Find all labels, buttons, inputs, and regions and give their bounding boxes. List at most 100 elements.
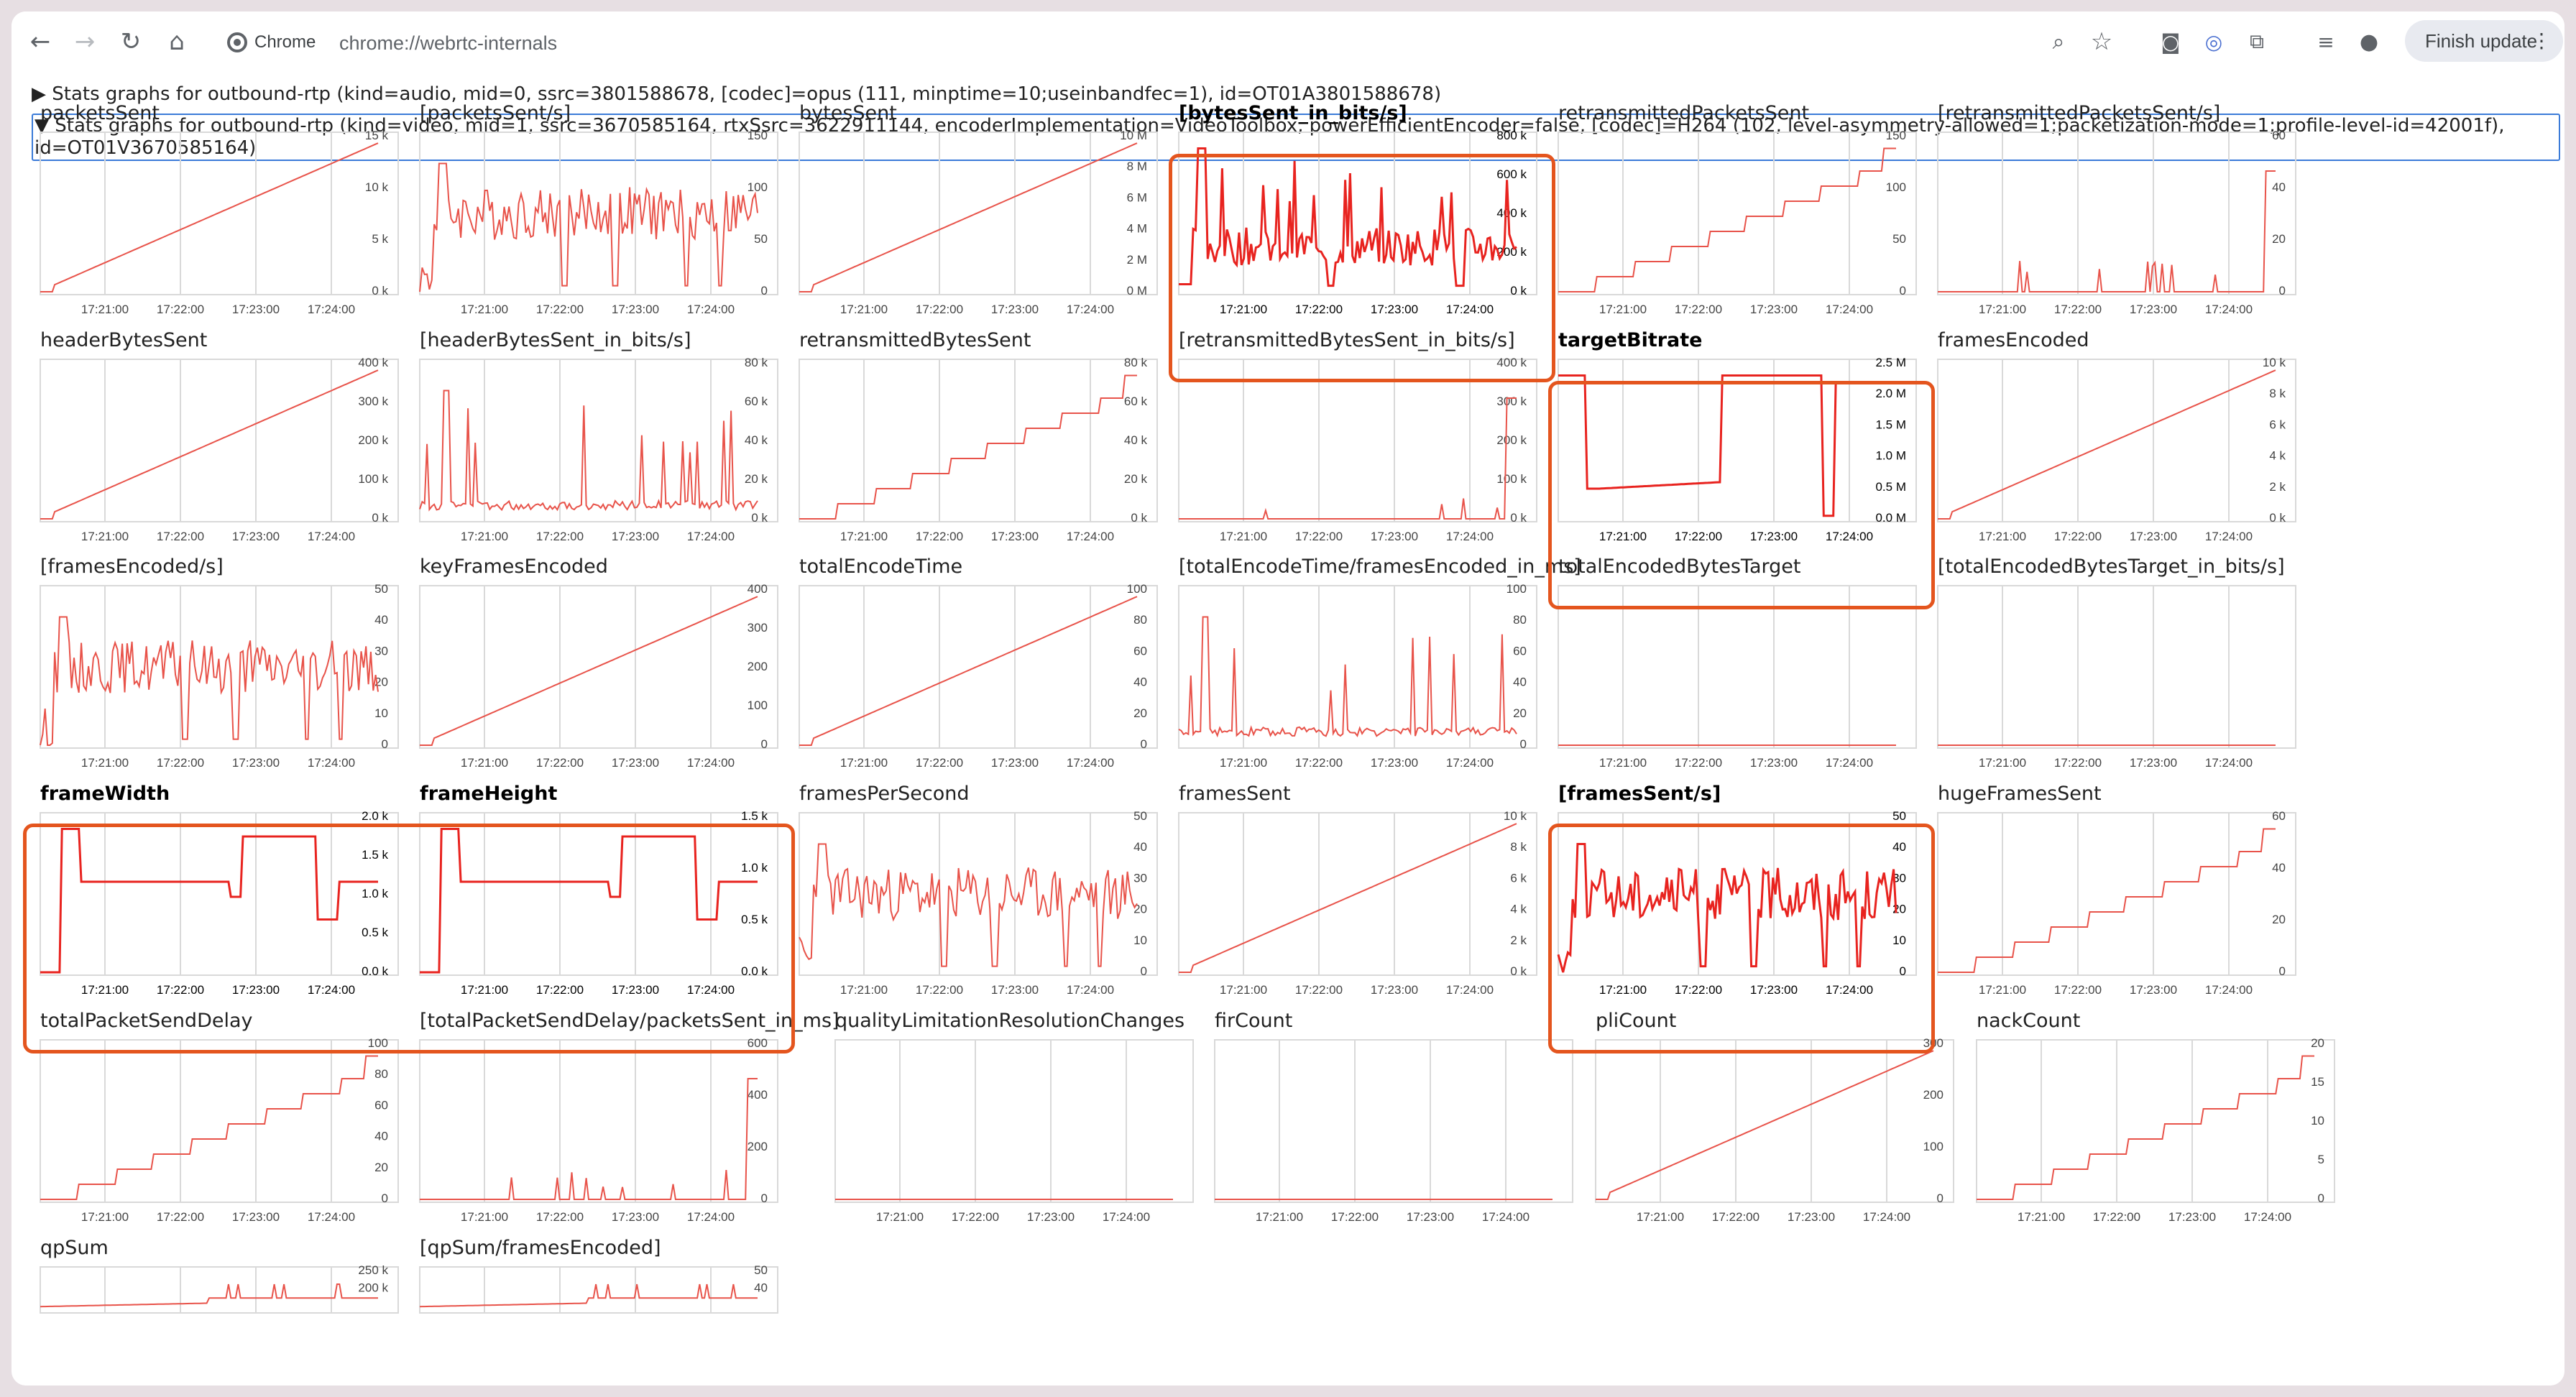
graph-title: [bytesSent_in_bits/s] [1179, 102, 1407, 124]
graph-framessent: framesSent 17:21:00 17:22:00 17:23:00 17:24:… [1170, 783, 1537, 997]
y-tick: 80 [1513, 613, 1527, 627]
finish-update-label: Finish update [2425, 29, 2538, 52]
y-tick: 0.5 k [741, 913, 768, 926]
time-tick: 17:21:00 [1220, 530, 1267, 543]
plot-frame [1178, 359, 1537, 522]
graph-title: [retransmittedBytesSent_in_bits/s] [1179, 329, 1515, 351]
y-tick: 8 k [1510, 840, 1527, 854]
highlight-frame-size [23, 824, 795, 1053]
time-tick: 17:21:00 [1220, 756, 1267, 770]
series-line [1938, 369, 2276, 520]
y-tick: 0 [2279, 964, 2286, 978]
site-info-chip[interactable]: Chrome [227, 26, 316, 59]
y-tick: 4 k [2269, 449, 2286, 463]
time-tick: 17:24:00 [1446, 983, 1494, 997]
back-icon[interactable]: ← [29, 27, 51, 56]
time-tick: 17:22:00 [916, 530, 963, 543]
y-tick: 20 [1133, 903, 1147, 916]
time-tick: 17:22:00 [916, 756, 963, 770]
graph-title: [totalEncodeTime/framesEncoded_in_ms] [1179, 555, 1581, 578]
home-icon[interactable]: ⌂ [169, 27, 185, 56]
time-tick: 17:24:00 [2205, 530, 2253, 543]
time-tick: 17:24:00 [1446, 756, 1494, 770]
time-tick: 17:22:00 [157, 530, 204, 543]
plot-frame [1937, 812, 2296, 976]
y-tick: 100 [1506, 582, 1527, 596]
y-tick: 20 [374, 676, 388, 689]
plot-frame [40, 812, 399, 976]
y-tick: 40 [754, 1281, 768, 1294]
series-line [1938, 828, 2276, 973]
y-tick: 150 [748, 129, 768, 142]
y-tick: 80 [374, 1067, 388, 1081]
series-line [40, 1283, 378, 1308]
y-tick: 80 k [1124, 356, 1148, 369]
time-tick: 17:22:00 [2093, 1210, 2140, 1224]
y-tick: 0 k [372, 511, 388, 525]
time-tick: 17:21:00 [81, 1210, 129, 1224]
graph-framesencoded-s: [framesEncoded/s] 17:21:00 17:22:00 17:23:0… [32, 555, 399, 770]
series-line [419, 162, 758, 292]
extensions-icon[interactable]: ⧉ [2250, 29, 2264, 53]
time-tick: 17:21:00 [876, 1210, 924, 1224]
graph-packetssent: packetsSent 17:21:00 17:22:00 17:23:00 17:24… [32, 102, 399, 316]
y-tick: 60 k [1124, 395, 1148, 408]
y-tick: 1.0 k [362, 887, 388, 900]
y-tick: 100 [1886, 180, 1906, 194]
highlight-frames-sent-rate [1548, 824, 1935, 1053]
y-tick: 2 M [1127, 253, 1147, 267]
address-bar-url[interactable]: chrome://webrtc-internals [339, 32, 558, 54]
time-tick: 17:21:00 [1220, 983, 1267, 997]
graph-title: frameHeight [420, 783, 558, 805]
browser-window: ← → ↻ ⌂ Chrome chrome://webrtc-internals… [12, 11, 2564, 1386]
series-line [1179, 823, 1517, 973]
graph-title: bytesSent [799, 102, 897, 124]
time-tick: 17:23:00 [2130, 303, 2177, 316]
y-tick: 100 [368, 1036, 388, 1050]
y-tick: 20 [2272, 913, 2286, 926]
graph-headerbytessent: headerBytesSent 17:21:00 17:22:00 17:23:00 1… [32, 329, 399, 543]
graph-keyframesencoded: keyFramesEncoded 17:21:00 17:22:00 17:23:00… [411, 555, 778, 770]
graph-framesencoded: framesEncoded 17:21:00 17:22:00 17:23:00 17:… [1929, 329, 2296, 543]
media-controls-icon[interactable]: ≡ [2317, 29, 2334, 54]
time-tick: 17:23:00 [1788, 1210, 1835, 1224]
series-line [799, 596, 1138, 746]
camera-icon[interactable]: ◙ [2161, 29, 2181, 54]
menu-dots-icon[interactable]: ⋮ [2531, 29, 2552, 52]
forward-icon[interactable]: → [74, 27, 96, 56]
graph-plot: 17:21:00 17:22:00 17:23:00 17:24:00 60 40 20 0 [1937, 809, 2296, 997]
time-tick: 17:21:00 [461, 303, 508, 316]
y-tick: 0 [761, 284, 768, 298]
time-tick: 17:24:00 [1482, 1210, 1530, 1224]
series-line [1938, 170, 2276, 292]
time-tick: 17:23:00 [612, 983, 659, 997]
plot-frame [1558, 585, 1917, 749]
time-tick: 17:21:00 [1599, 983, 1647, 997]
graph-title: retransmittedPacketsSent [1558, 102, 1810, 124]
plot-frame [419, 585, 778, 749]
time-tick: 17:23:00 [2130, 530, 2177, 543]
time-tick: 17:21:00 [1220, 303, 1267, 316]
profile-icon[interactable]: ● [2359, 29, 2379, 55]
cast-icon[interactable]: ◎ [2204, 29, 2223, 54]
y-tick: 60 [2272, 129, 2286, 142]
reload-icon[interactable]: ↻ [120, 27, 142, 56]
zoom-icon[interactable]: ⌕ [2052, 29, 2065, 55]
y-tick: 0 k [1131, 511, 1147, 525]
time-tick: 17:23:00 [2168, 1210, 2216, 1224]
graph-plot: 17:21:00 17:22:00 17:23:00 17:24:00 50 40 30 20… [799, 809, 1158, 997]
y-tick: 10 k [2263, 356, 2286, 369]
graph-plot: 17:21:00 17:22:00 17:23:00 17:24:00 400 300 20… [419, 582, 778, 770]
graph-fircount: firCount 17:21:00 17:22:00 17:23:00 17:24:00 [1206, 1010, 1573, 1224]
y-tick: 0 [1520, 737, 1527, 751]
bookmark-star-icon[interactable]: ☆ [2090, 27, 2113, 56]
graph-plot: 17:21:00 17:22:00 17:23:00 17:24:00 [1214, 1039, 1573, 1224]
finish-update-button[interactable]: Finish update ⋮ [2405, 20, 2563, 62]
y-tick: 80 [1133, 613, 1147, 627]
audio-stats-summary[interactable]: ▶ Stats graphs for outbound-rtp (kind=au… [32, 83, 1442, 105]
graph-packetssent-s: [packetsSent/s] 17:21:00 17:22:00 17:23:00 1… [411, 102, 778, 316]
time-tick: 17:22:00 [2054, 756, 2102, 770]
series-line [419, 1283, 758, 1308]
y-tick: 10 [374, 706, 388, 720]
